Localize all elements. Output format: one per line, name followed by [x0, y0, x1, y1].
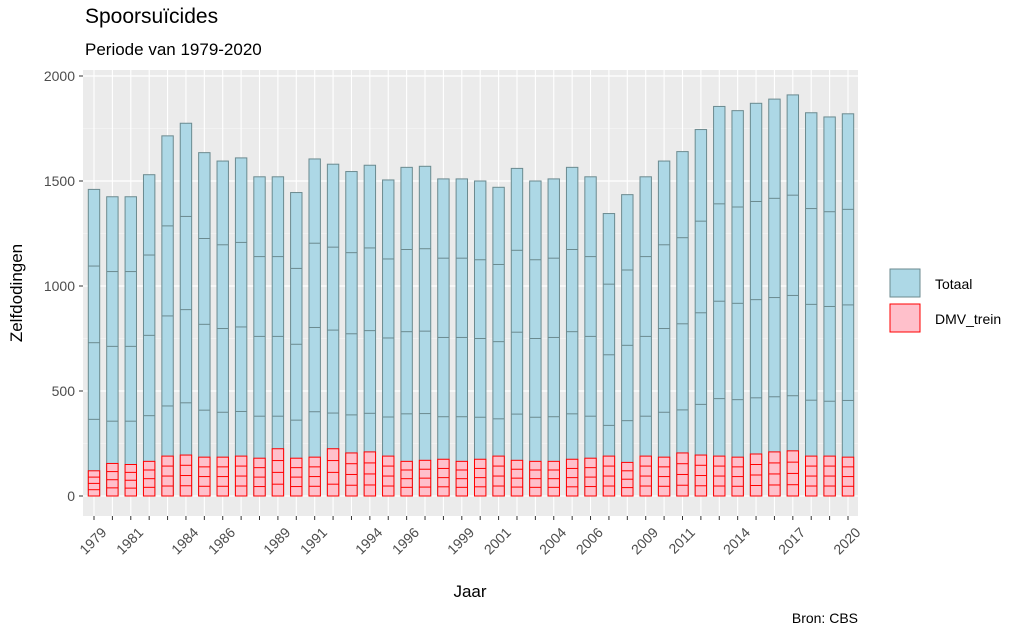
x-axis-label: Jaar [453, 582, 486, 601]
x-tick-label: 1996 [389, 524, 422, 557]
chart-caption: Bron: CBS [792, 610, 858, 626]
x-tick-label: 1981 [113, 524, 146, 557]
x-tick-label: 1984 [168, 524, 201, 557]
x-tick-label: 1989 [260, 524, 293, 557]
x-tick-label: 2006 [573, 524, 606, 557]
x-tick-label: 2004 [536, 524, 569, 557]
x-tick-label: 1986 [205, 524, 238, 557]
x-tick-label: 2020 [830, 524, 863, 557]
x-tick-label: 2017 [775, 524, 808, 557]
y-tick-label: 0 [67, 488, 75, 504]
bars [87, 94, 855, 497]
y-tick-label: 1000 [44, 278, 75, 294]
chart-title: Spoorsuïcides [85, 5, 218, 28]
x-tick-label: 2009 [628, 524, 661, 557]
x-tick-label: 1991 [297, 524, 330, 557]
legend-key-totaal [889, 268, 921, 298]
x-tick-label: 2011 [665, 524, 698, 557]
y-tick-label: 1500 [44, 173, 75, 189]
y-tick-label: 500 [52, 383, 76, 399]
x-tick-label: 1994 [352, 524, 385, 557]
legend: Totaal DMV_trein [889, 268, 1001, 333]
chart-subtitle: Periode van 1979-2020 [85, 40, 262, 59]
legend-label-dmv-trein: DMV_trein [935, 311, 1001, 327]
x-axis: 1979 1981 1984 1986 1989 1991 1994 1996 1999 2001… [76, 516, 864, 558]
x-tick-label: 2014 [720, 524, 753, 557]
grid-minor [83, 128, 858, 444]
y-axis: 0 500 1000 1500 2000 [44, 68, 83, 504]
legend-key-dmv-trein [889, 303, 921, 333]
legend-label-totaal: Totaal [935, 276, 972, 292]
x-tick-label: 1979 [76, 524, 109, 557]
plot-panel [83, 70, 858, 516]
x-tick-label: 1999 [444, 524, 477, 557]
y-tick-label: 2000 [44, 68, 75, 84]
y-axis-label: Zelfdodingen [7, 244, 26, 342]
x-tick-label: 2001 [481, 524, 514, 557]
